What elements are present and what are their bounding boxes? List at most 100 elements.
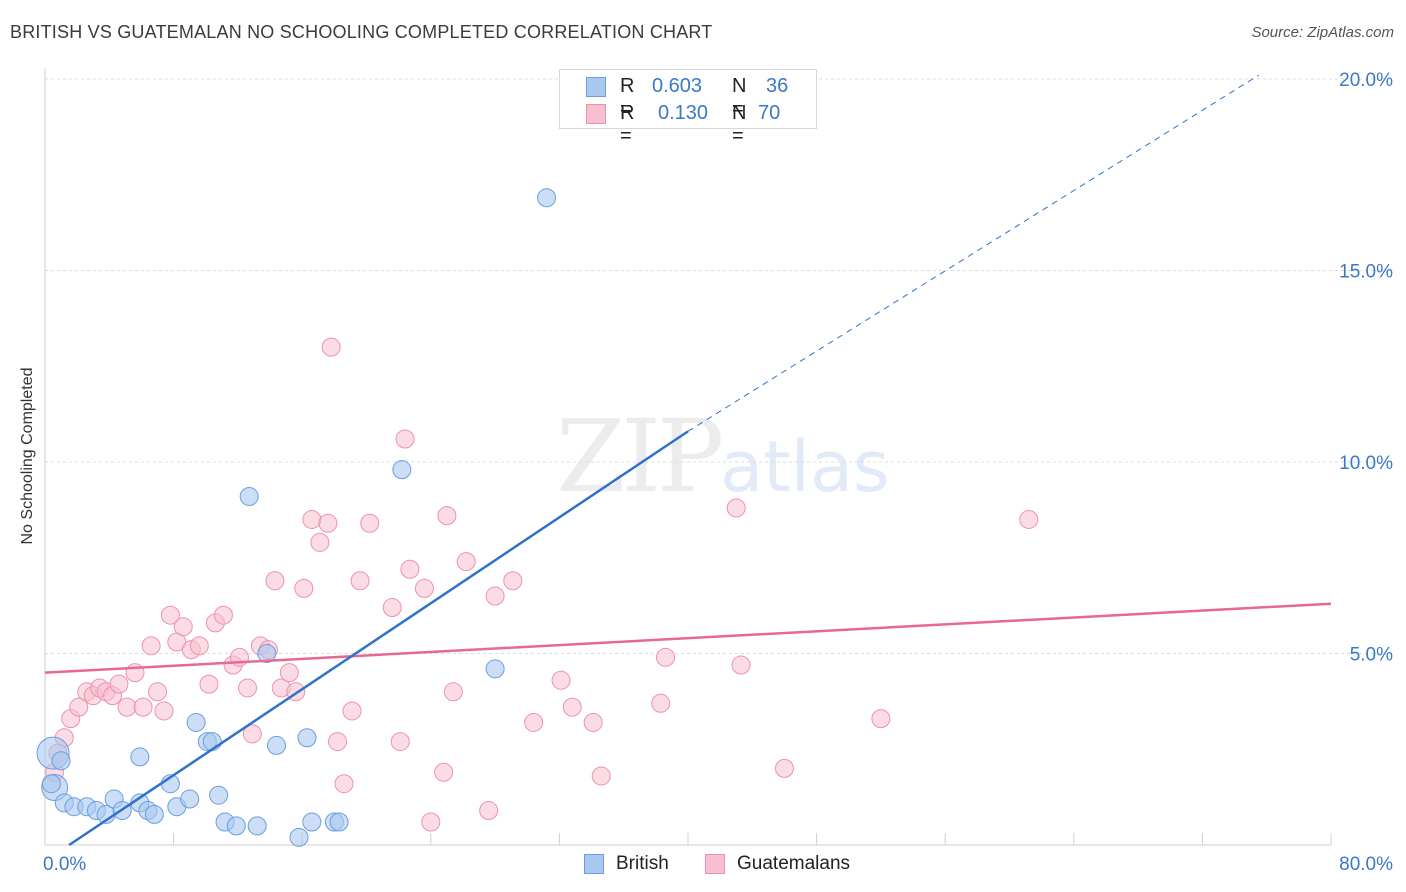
british-point (302, 812, 322, 832)
guatemalans-point (117, 697, 137, 717)
british-point (537, 188, 557, 208)
british-trend-extension (687, 74, 1259, 432)
british-point (239, 486, 259, 506)
british-point (226, 816, 246, 836)
r-label: R = (620, 102, 635, 147)
guatemalans-point (342, 701, 362, 721)
guatemalans-point (141, 636, 161, 656)
guatemalans-point (154, 701, 174, 721)
guatemalans-point (242, 724, 262, 744)
legend-label: Guatemalans (737, 853, 851, 874)
british-point (209, 785, 229, 805)
guatemalans-point (395, 429, 415, 449)
guatemalans-point (655, 647, 675, 667)
british-point (180, 789, 200, 809)
british-point (186, 712, 206, 732)
british-swatch (586, 77, 606, 97)
british-point (144, 804, 164, 824)
guatemalans-point (726, 498, 746, 518)
guatemalans-point (583, 712, 603, 732)
source-label: Source: ZipAtlas.com (1251, 24, 1394, 41)
chart-title: BRITISH VS GUATEMALAN NO SCHOOLING COMPL… (10, 22, 713, 42)
guatemalans-point (213, 605, 233, 625)
y-tick-label: 15.0% (1339, 262, 1393, 283)
british-point (297, 728, 317, 748)
n-value: 70 (758, 102, 781, 124)
guatemalans-swatch (586, 104, 606, 124)
guatemalans-point (443, 682, 463, 702)
guatemalans-point (651, 693, 671, 713)
y-tick-label: 10.0% (1339, 453, 1393, 474)
guatemalans-point (310, 532, 330, 552)
guatemalans-point (562, 697, 582, 717)
guatemalans-point (400, 559, 420, 579)
guatemalans-point (437, 506, 457, 526)
n-value: 36 (766, 75, 789, 97)
guatemalans-point (503, 571, 523, 591)
guatemalans-point (871, 709, 891, 729)
guatemalans-point (321, 337, 341, 357)
guatemalans-point (731, 655, 751, 675)
guatemalans-point (173, 617, 193, 637)
guatemalans-point (302, 509, 322, 529)
watermark-zip: ZIP (556, 398, 724, 515)
british-point (266, 735, 286, 755)
british-trend-line (68, 430, 689, 847)
guatemalans-point (294, 578, 314, 598)
y-tick-label: 20.0% (1339, 70, 1393, 91)
trend-lines (44, 74, 1332, 847)
r-value: 0.130 (658, 102, 709, 124)
n-label: N = (732, 102, 747, 147)
guatemalans-trend-line (44, 602, 1332, 674)
british-point (392, 460, 412, 480)
british-point (257, 644, 277, 663)
watermark: ZIPatlas (556, 398, 889, 515)
british-point (51, 751, 71, 771)
guatemalans-point (199, 674, 219, 694)
guatemalans-point (479, 801, 499, 821)
british-points (36, 188, 557, 847)
x-tick-label-max: 80.0% (1339, 854, 1393, 875)
guatemalans-points (45, 337, 1039, 832)
x-tick-label-min: 0.0% (43, 854, 86, 875)
correlation-legend: R = 0.603 N = 36 R = 0.130 N = 70 (559, 69, 817, 147)
guatemalans-point (334, 774, 354, 794)
guatemalans-point (524, 712, 544, 732)
british-point (289, 827, 309, 847)
guatemalans-point (1019, 509, 1039, 529)
n-label: N = (732, 75, 747, 120)
guatemalans-point (390, 732, 410, 752)
guatemalans-point (485, 586, 505, 606)
guatemalans-point (774, 758, 794, 778)
guatemalans-point (551, 670, 571, 690)
axes (44, 68, 1332, 846)
tick-labels: 5.0% 10.0% 15.0% 20.0% 0.0% 80.0% (43, 70, 1393, 875)
british-point (329, 812, 349, 832)
guatemalans-point (133, 697, 153, 717)
british-point (485, 659, 505, 679)
guatemalans-point (414, 578, 434, 598)
british-swatch (584, 854, 604, 874)
guatemalans-point (434, 762, 454, 782)
guatemalans-point (109, 674, 129, 694)
guatemalans-point (148, 682, 168, 702)
guatemalans-point (279, 663, 299, 683)
guatemalans-point (265, 571, 285, 591)
grid-lines (45, 78, 1392, 654)
watermark-atlas: atlas (720, 426, 890, 508)
guatemalans-point (350, 571, 370, 591)
british-point (41, 774, 61, 794)
legend-label: British (616, 853, 669, 874)
guatemalans-point (591, 766, 611, 786)
guatemalans-point (318, 513, 338, 533)
british-point (130, 747, 150, 767)
r-value: 0.603 (652, 75, 703, 97)
guatemalans-point (238, 678, 258, 698)
guatemalans-point (360, 513, 380, 533)
british-point (247, 816, 267, 836)
guatemalans-point (421, 812, 441, 832)
guatemalans-point (382, 598, 402, 618)
guatemalans-point (189, 636, 209, 656)
guatemalans-point (328, 732, 348, 752)
